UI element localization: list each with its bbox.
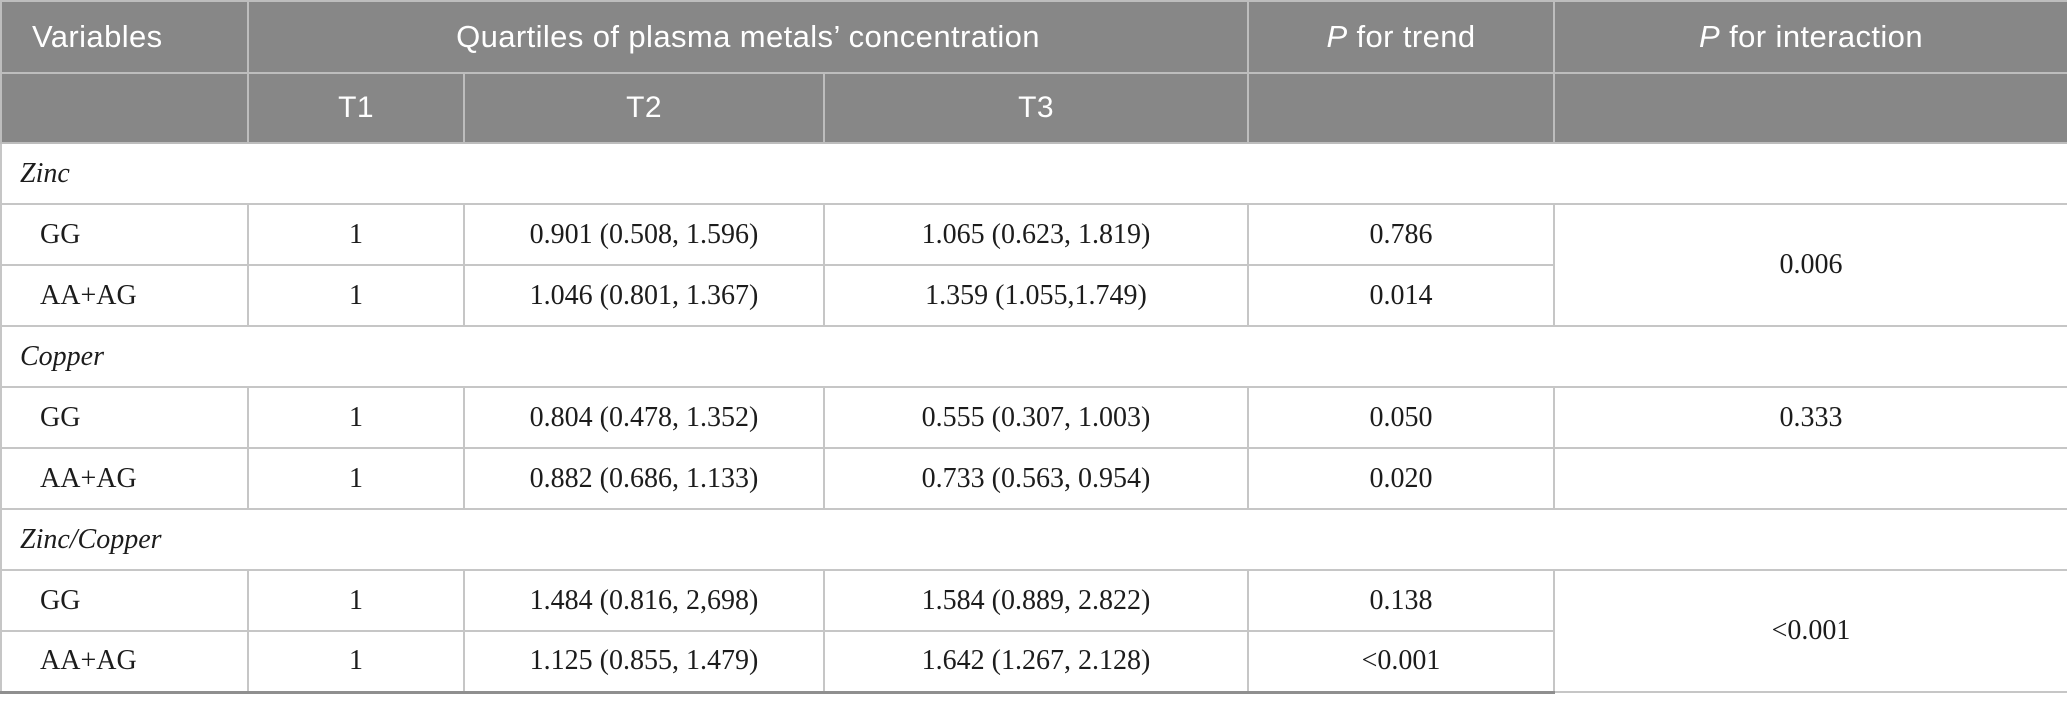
section-label-copper: Copper xyxy=(0,325,2067,388)
cell-zinc-copper-aaag-t1: 1 xyxy=(247,630,465,694)
table-header: Variables Quartiles of plasma metals’ co… xyxy=(0,0,2067,144)
cell-copper-aaag-t3: 0.733 (0.563, 0.954) xyxy=(822,447,1250,510)
section-row-copper: Copper xyxy=(0,325,2067,388)
cell-copper-aaag-t2: 0.882 (0.686, 1.133) xyxy=(463,447,825,510)
table-row-copper-aaag: AA+AG 1 0.882 (0.686, 1.133) 0.733 (0.56… xyxy=(0,447,2067,510)
cell-copper-gg-p-trend: 0.050 xyxy=(1247,386,1556,449)
cell-zinc-copper-aaag-t2: 1.125 (0.855, 1.479) xyxy=(463,630,825,694)
table-row-copper-gg: GG 1 0.804 (0.478, 1.352) 0.555 (0.307, … xyxy=(0,386,2067,449)
cell-zinc-aaag-t1: 1 xyxy=(247,264,465,327)
cell-copper-aaag-t1: 1 xyxy=(247,447,465,510)
header-quartiles-label: Quartiles of plasma metals’ concentratio… xyxy=(456,19,1040,54)
cell-zinc-copper-gg-t1: 1 xyxy=(247,569,465,632)
cell-zinc-copper-aaag-label: AA+AG xyxy=(0,630,249,694)
cell-zinc-copper-gg-t2: 1.484 (0.816, 2,698) xyxy=(463,569,825,632)
cell-zinc-copper-p-interaction: <0.001 xyxy=(1553,569,2067,693)
results-table: Variables Quartiles of plasma metals’ co… xyxy=(0,0,2067,694)
cell-zinc-copper-gg-label: GG xyxy=(0,569,249,632)
cell-copper-gg-t2: 0.804 (0.478, 1.352) xyxy=(463,386,825,449)
cell-zinc-copper-gg-p-trend: 0.138 xyxy=(1247,569,1556,632)
cell-zinc-copper-gg-t3: 1.584 (0.889, 2.822) xyxy=(822,569,1250,632)
header-p-trend: P for trend xyxy=(1247,0,1556,74)
section-row-zinc-copper: Zinc/Copper xyxy=(0,508,2067,571)
header-variables: Variables xyxy=(0,0,249,74)
p-trend-rest: for trend xyxy=(1347,19,1476,54)
header-empty-variables xyxy=(0,72,249,144)
header-quartiles-group: Quartiles of plasma metals’ concentratio… xyxy=(246,0,1250,74)
cell-copper-aaag-label: AA+AG xyxy=(0,447,249,510)
table-row-zinc-gg: GG 1 0.901 (0.508, 1.596) 1.065 (0.623, … xyxy=(0,203,2067,327)
cell-copper-aaag-p-interaction xyxy=(1553,447,2067,510)
cell-zinc-gg-label: GG xyxy=(0,203,249,266)
cell-copper-aaag-p-trend: 0.020 xyxy=(1247,447,1556,510)
section-label-zinc-copper: Zinc/Copper xyxy=(0,508,2067,571)
cell-zinc-aaag-t3: 1.359 (1.055,1.749) xyxy=(822,264,1250,327)
table-body: Zinc GG 1 0.901 (0.508, 1.596) 1.065 (0.… xyxy=(0,142,2067,694)
header-empty-p-trend xyxy=(1247,72,1556,144)
cell-zinc-aaag-p-trend: 0.014 xyxy=(1247,264,1556,327)
header-row-sub: T1 T2 T3 xyxy=(0,72,2067,144)
cell-copper-gg-t1: 1 xyxy=(247,386,465,449)
cell-zinc-copper-aaag-t3: 1.642 (1.267, 2.128) xyxy=(822,630,1250,694)
cell-copper-gg-p-interaction: 0.333 xyxy=(1553,386,2067,449)
header-t1: T1 xyxy=(247,72,465,144)
header-t2: T2 xyxy=(463,72,825,144)
cell-zinc-gg-t1: 1 xyxy=(247,203,465,266)
section-row-zinc: Zinc xyxy=(0,142,2067,205)
cell-zinc-aaag-label: AA+AG xyxy=(0,264,249,327)
p-trend-italic-p: P xyxy=(1326,19,1348,54)
header-row-top: Variables Quartiles of plasma metals’ co… xyxy=(0,0,2067,74)
header-p-interaction: P for interaction xyxy=(1553,0,2067,74)
table-row-zinc-copper-aaag: AA+AG 1 1.125 (0.855, 1.479) 1.642 (1.26… xyxy=(0,630,2067,694)
cell-zinc-gg-t2: 0.901 (0.508, 1.596) xyxy=(463,203,825,266)
header-t3: T3 xyxy=(822,72,1250,144)
cell-zinc-gg-t3: 1.065 (0.623, 1.819) xyxy=(822,203,1250,266)
table-row-zinc-aaag: AA+AG 1 1.046 (0.801, 1.367) 1.359 (1.05… xyxy=(0,264,2067,327)
cell-zinc-copper-aaag-p-trend: <0.001 xyxy=(1247,630,1556,694)
header-empty-p-interaction xyxy=(1553,72,2067,144)
p-interaction-rest: for interaction xyxy=(1720,19,1923,54)
table-row-zinc-copper-gg: GG 1 1.484 (0.816, 2,698) 1.584 (0.889, … xyxy=(0,569,2067,693)
cell-copper-gg-label: GG xyxy=(0,386,249,449)
cell-zinc-aaag-t2: 1.046 (0.801, 1.367) xyxy=(463,264,825,327)
section-label-zinc: Zinc xyxy=(0,142,2067,205)
p-interaction-italic-p: P xyxy=(1699,19,1721,54)
cell-zinc-gg-p-trend: 0.786 xyxy=(1247,203,1556,266)
cell-copper-gg-t3: 0.555 (0.307, 1.003) xyxy=(822,386,1250,449)
cell-zinc-p-interaction: 0.006 xyxy=(1553,203,2067,327)
